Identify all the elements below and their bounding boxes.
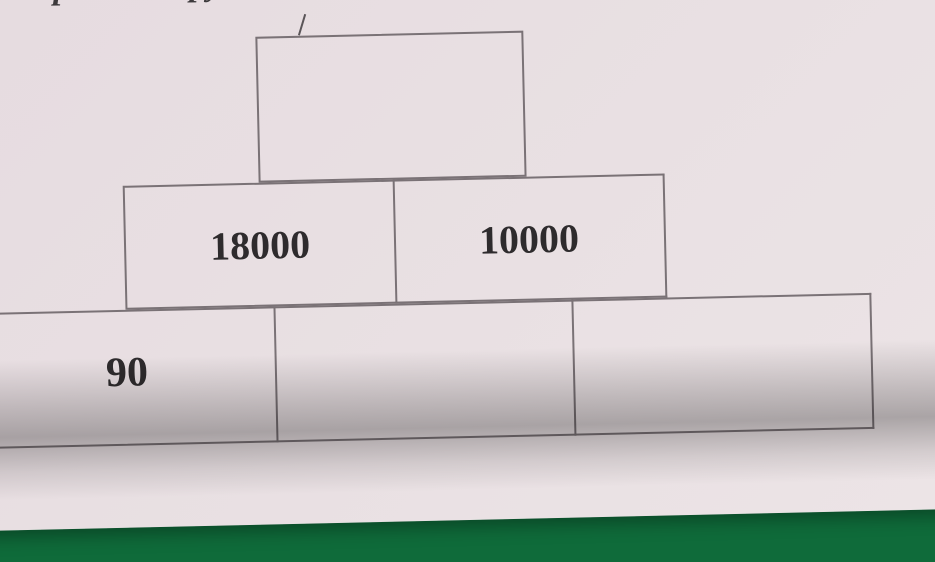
- pyramid-cell: [571, 293, 874, 436]
- pyramid-cell: 90: [0, 306, 279, 449]
- exercise-title: s multiplication pyramid.: [0, 0, 317, 10]
- pyramid-cell: [273, 300, 576, 443]
- multiplication-pyramid: 18000 10000 90: [0, 22, 904, 449]
- pyramid-row-2: 18000 10000: [0, 168, 901, 313]
- pyramid-row-3: 90: [0, 292, 904, 449]
- pyramid-cell-value: 10000: [478, 214, 579, 263]
- worksheet-paper: s multiplication pyramid. 18000 10000 90: [0, 0, 935, 531]
- scene-root: s multiplication pyramid. 18000 10000 90: [0, 0, 935, 562]
- pyramid-cell: 10000: [393, 174, 668, 304]
- pyramid-cell: [255, 31, 526, 183]
- pyramid-row-1: [0, 22, 898, 189]
- pyramid-cell-value: 90: [105, 348, 148, 407]
- pyramid-cell: 18000: [123, 180, 398, 310]
- pyramid-cell-value: 18000: [210, 220, 311, 269]
